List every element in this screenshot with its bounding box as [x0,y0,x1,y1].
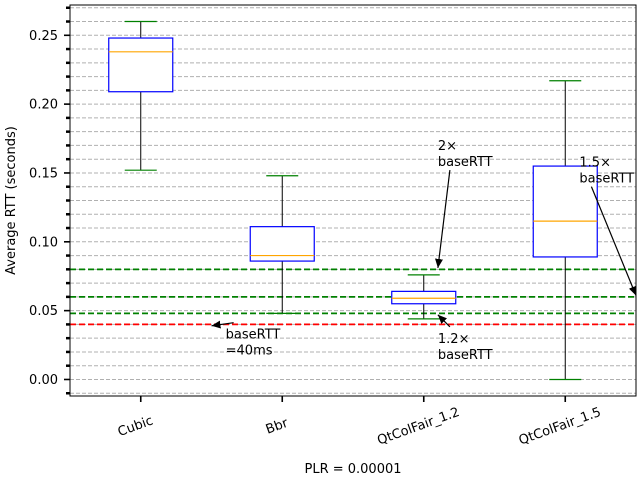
x-axis-label: PLR = 0.00001 [304,462,401,477]
y-tick-label: 0.10 [29,235,58,250]
x-tick-label: QtColFair_1.5 [517,405,603,449]
box-iqr [391,290,457,305]
annotation-arrow [590,186,637,296]
y-tick-label: 0.20 [29,98,58,113]
annotation-arrow [211,320,234,329]
annotation-text: =40ms [226,344,273,359]
annotations: baseRTT=40ms2×baseRTT1.2×baseRTT1.5×base… [211,139,637,363]
annotation-text: 1.2× [438,332,470,347]
annotation-text: 1.5× [579,156,611,171]
box-iqr [532,165,598,258]
x-tick-label: QtColFair_1.2 [375,405,461,449]
reference-lines [70,268,636,326]
x-tick-label: Cubic [116,413,155,440]
y-tick-label: 0.15 [29,166,58,181]
annotation-text: baseRTT [438,155,493,170]
y-axis-label: Average RTT (seconds) [4,126,19,275]
annotation-text: baseRTT [226,328,281,343]
y-tick-label: 0.00 [29,373,58,388]
annotation-arrow [435,170,451,269]
y-tick-label: 0.05 [29,304,58,319]
annotation-text: baseRTT [579,172,634,187]
x-tick-label: Bbr [264,416,291,438]
annotation-arrow [437,314,451,328]
boxes [108,20,598,381]
y-tick-label: 0.25 [29,29,58,44]
annotation-text: baseRTT [438,348,493,363]
annotation-text: 2× [438,139,457,154]
box-iqr [108,37,174,93]
